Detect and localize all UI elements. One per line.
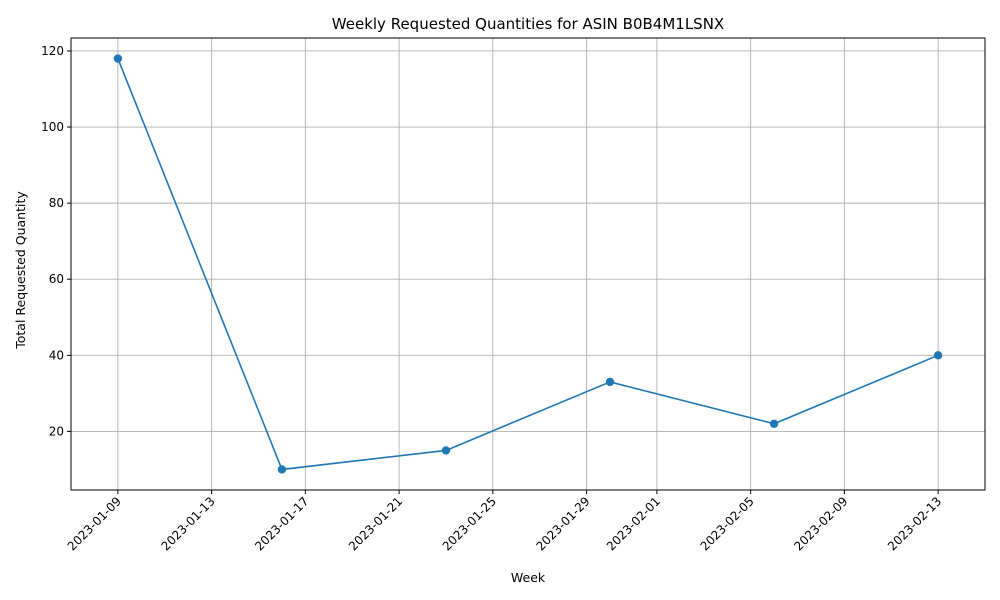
grid — [71, 38, 985, 490]
data-point — [441, 446, 451, 455]
data-point — [933, 351, 943, 360]
y-tick-label: 20 — [49, 424, 64, 438]
y-tick-label: 40 — [49, 348, 64, 362]
x-axis-label: Week — [511, 570, 546, 585]
x-tick-label: 2023-02-13 — [885, 494, 944, 553]
x-tick-label: 2023-02-09 — [791, 494, 850, 553]
x-tick-label: 2023-01-09 — [65, 494, 124, 553]
y-tick-label: 100 — [41, 120, 64, 134]
x-tick-label: 2023-01-17 — [252, 494, 311, 553]
data-point — [605, 377, 615, 387]
plot-frame — [70, 37, 986, 491]
series-line-layer — [117, 58, 939, 471]
chart-title: Weekly Requested Quantities for ASIN B0B… — [332, 15, 724, 33]
data-point — [113, 54, 123, 63]
data-point — [277, 465, 287, 474]
y-tick-label: 120 — [41, 44, 64, 58]
x-tick-label: 2023-01-29 — [533, 494, 592, 553]
x-tick-label: 2023-01-21 — [346, 494, 405, 553]
data-point — [769, 419, 779, 428]
y-tick-label: 60 — [49, 272, 64, 286]
series-line — [117, 58, 939, 471]
x-tick-label: 2023-02-05 — [698, 494, 757, 553]
x-tick-label: 2023-02-01 — [604, 494, 663, 553]
data-points — [113, 54, 943, 474]
y-axis-ticks: 20 40 60 80 100 120 — [41, 44, 71, 438]
y-axis-label: Total Requested Quantity — [13, 191, 28, 350]
x-axis-ticks: 2023-01-09 2023-01-13 2023-01-17 2023-01-21… — [65, 490, 944, 553]
x-tick-label: 2023-01-13 — [159, 494, 218, 553]
x-tick-label: 2023-01-25 — [440, 494, 499, 553]
y-tick-label: 80 — [49, 196, 64, 210]
